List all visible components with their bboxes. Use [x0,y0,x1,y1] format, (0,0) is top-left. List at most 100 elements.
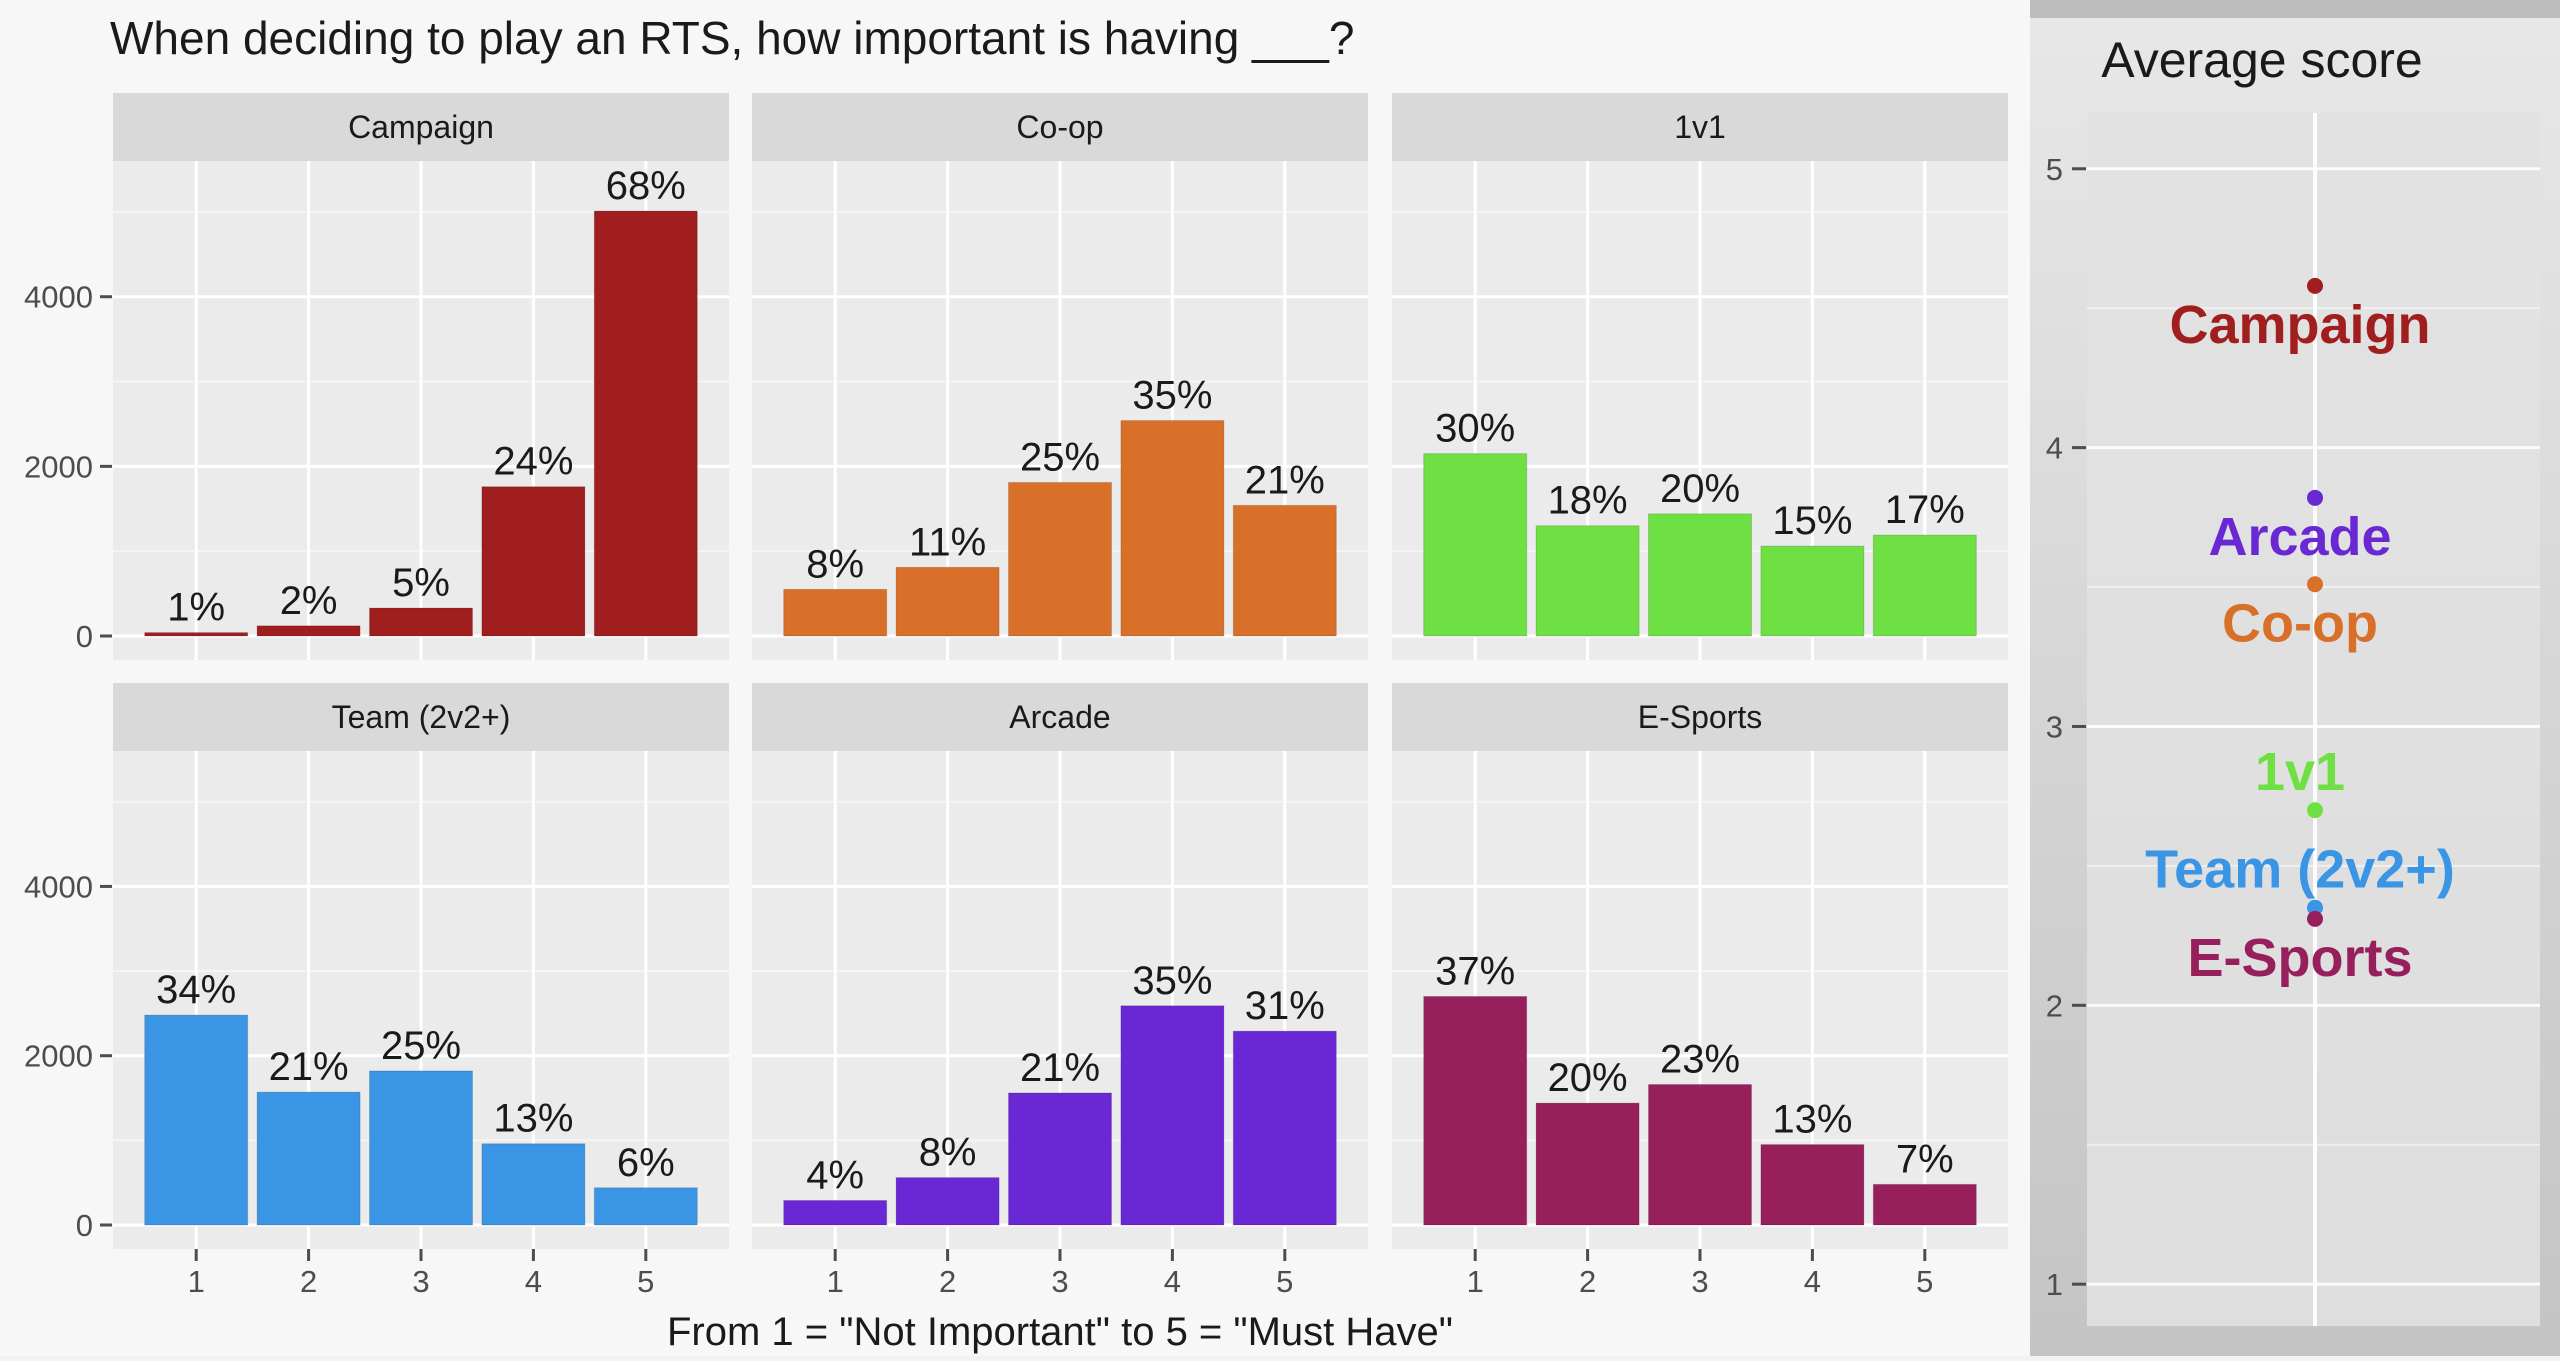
facet-strip-team-2v2 [113,683,729,751]
facet-strip-e-sports [1392,683,2008,751]
bar-arcade-4 [1120,1005,1225,1226]
y-tick-label: 4000 [24,869,93,904]
facet-strip-co-op [752,93,1368,161]
bar-label-arcade-3: 21% [1020,1046,1100,1090]
bar-co-op-2 [895,566,1000,637]
bar-team-2v2-1 [144,1014,249,1226]
average-y-tick-label: 5 [2046,152,2063,187]
facet-strip-1v1 [1392,93,2008,161]
bar-label-campaign-2: 2% [280,579,338,623]
bar-arcade-2 [895,1177,1000,1226]
bar-label-team-2v2-5: 6% [617,1141,675,1185]
bar-campaign-5 [593,210,698,637]
average-y-tick-label: 1 [2046,1267,2063,1302]
bar-label-arcade-5: 31% [1245,984,1325,1028]
average-y-tick-label: 4 [2046,431,2063,466]
bar-label-co-op-5: 21% [1245,458,1325,502]
bar-1v1-2 [1535,525,1640,637]
bar-label-1v1-5: 17% [1885,488,1965,532]
average-y-tick-label: 2 [2046,988,2063,1023]
bar-1v1-5 [1872,534,1977,637]
bar-label-campaign-5: 68% [606,164,686,208]
bar-label-e-sports-2: 20% [1548,1056,1628,1100]
y-tick-label: 0 [76,619,93,654]
bar-label-team-2v2-3: 25% [381,1024,461,1068]
average-label-team-2v2: Team (2v2+) [2145,840,2455,900]
bar-label-1v1-4: 15% [1772,499,1852,543]
bar-label-e-sports-4: 13% [1772,1098,1852,1142]
x-tick-label: 1 [188,1264,205,1299]
x-tick-label: 2 [300,1264,317,1299]
bar-label-arcade-1: 4% [806,1153,864,1197]
bar-label-team-2v2-4: 13% [493,1097,573,1141]
bar-e-sports-5 [1872,1183,1977,1226]
x-tick-label: 1 [1467,1264,1484,1299]
facet-strip-campaign [113,93,729,161]
bar-label-1v1-1: 30% [1435,407,1515,451]
facet-label-arcade: Arcade [1009,699,1110,735]
average-label-arcade: Arcade [2208,507,2391,567]
bar-label-e-sports-1: 37% [1435,949,1515,993]
bar-e-sports-4 [1760,1144,1865,1226]
average-point-1v1 [2307,802,2323,819]
facet-label-e-sports: E-Sports [1638,699,1762,735]
x-tick-label: 2 [1579,1264,1596,1299]
average-point-e-sports [2307,910,2323,927]
bar-arcade-3 [1008,1092,1112,1226]
bar-label-co-op-3: 25% [1020,435,1100,479]
bar-label-arcade-2: 8% [919,1131,977,1175]
bar-campaign-3 [369,607,473,637]
bar-campaign-4 [481,486,586,637]
x-axis-title: From 1 = "Not Important" to 5 = "Must Ha… [667,1310,1453,1354]
bar-label-co-op-2: 11% [909,520,986,564]
average-point-co-op [2307,576,2323,593]
average-point-arcade [2307,489,2323,506]
chart-title: When deciding to play an RTS, how import… [110,12,1354,64]
bar-1v1-4 [1760,545,1865,637]
x-tick-label: 3 [1051,1264,1068,1299]
facet-label-1v1: 1v1 [1674,109,1726,145]
x-tick-label: 5 [637,1264,654,1299]
y-tick-label: 2000 [24,1039,93,1074]
bar-label-team-2v2-2: 21% [269,1045,349,1089]
x-tick-label: 3 [1691,1264,1708,1299]
bar-label-team-2v2-1: 34% [156,968,236,1012]
bar-team-2v2-5 [593,1187,698,1226]
bar-label-co-op-4: 35% [1132,374,1212,418]
bar-team-2v2-4 [481,1143,586,1226]
bar-campaign-2 [256,625,361,637]
x-tick-label: 5 [1276,1264,1293,1299]
average-point-team-2v2 [2307,899,2323,916]
bar-arcade-1 [783,1199,888,1226]
bar-label-e-sports-5: 7% [1896,1137,1954,1181]
bar-e-sports-2 [1535,1102,1640,1226]
bar-label-co-op-1: 8% [806,542,864,586]
x-tick-label: 4 [525,1264,542,1299]
y-tick-label: 4000 [24,280,93,315]
y-tick-label: 2000 [24,449,93,484]
bar-label-campaign-3: 5% [392,561,450,605]
facet-label-campaign: Campaign [348,109,494,145]
average-label-campaign: Campaign [2169,295,2430,355]
average-label-e-sports: E-Sports [2187,928,2412,988]
x-tick-label: 4 [1164,1264,1181,1299]
x-tick-label: 4 [1804,1264,1821,1299]
average-score-title: Average score [2101,32,2422,88]
bar-e-sports-1 [1423,995,1528,1226]
bar-team-2v2-2 [256,1091,361,1226]
bar-label-campaign-1: 1% [167,586,225,630]
bar-label-arcade-4: 35% [1132,959,1212,1003]
bar-team-2v2-3 [369,1070,473,1226]
x-tick-label: 5 [1916,1264,1933,1299]
average-point-campaign [2307,277,2323,294]
bar-label-1v1-3: 20% [1660,467,1740,511]
average-label-co-op: Co-op [2222,593,2378,653]
x-tick-label: 2 [939,1264,956,1299]
bar-co-op-5 [1232,504,1337,637]
bar-e-sports-3 [1648,1083,1752,1226]
average-label-1v1: 1v1 [2255,742,2345,802]
facet-strip-arcade [752,683,1368,751]
facet-label-co-op: Co-op [1016,109,1103,145]
